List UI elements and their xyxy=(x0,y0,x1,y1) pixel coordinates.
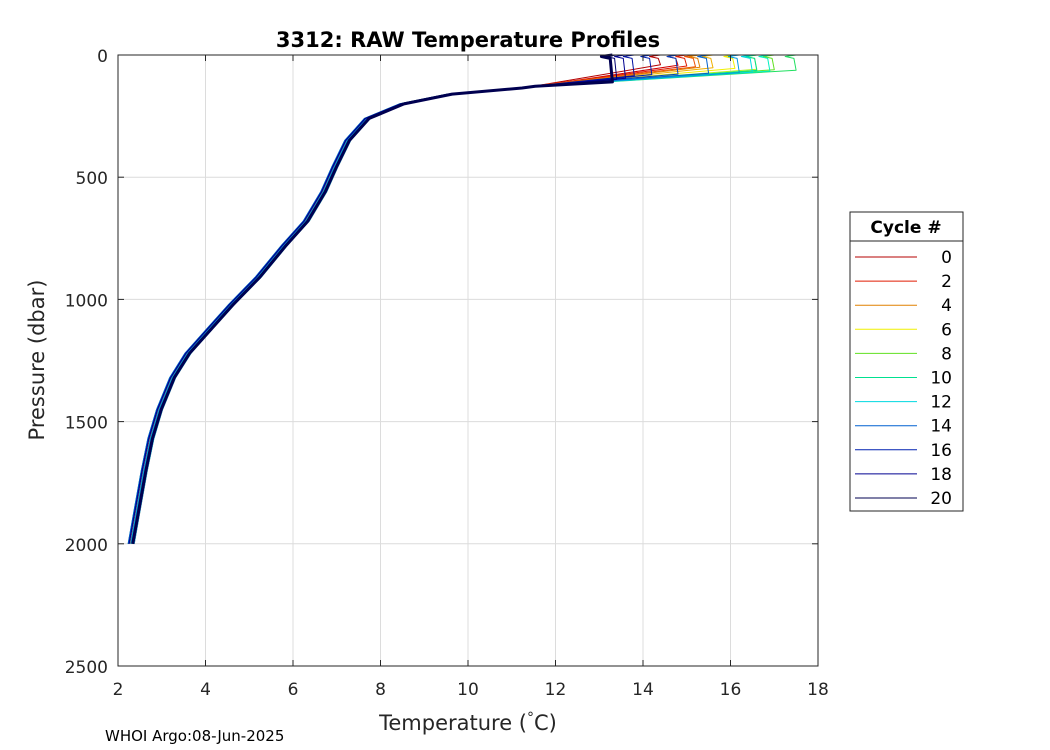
legend-label: 18 xyxy=(930,465,952,485)
legend-label: 4 xyxy=(941,296,952,316)
legend-box xyxy=(849,211,964,512)
y-tick-label: 2000 xyxy=(65,536,108,556)
grid-lines xyxy=(117,54,819,667)
legend-label: 10 xyxy=(930,369,952,389)
y-tick-label: 1500 xyxy=(65,414,108,434)
y-axis-label: Pressure (dbar) xyxy=(25,280,49,441)
legend-label: 2 xyxy=(941,272,952,292)
x-axis-label: Temperature (°C) xyxy=(378,710,557,735)
x-tick-label: 10 xyxy=(457,680,479,700)
chart-title: 3312: RAW Temperature Profiles xyxy=(276,28,660,52)
legend-label: 16 xyxy=(930,441,952,461)
legend-label: 20 xyxy=(930,489,952,509)
legend: Cycle # 0 2 4 6 8 10 12 14 16 18 20 xyxy=(849,211,964,512)
x-tick-label: 16 xyxy=(720,680,742,700)
y-tick-label: 2500 xyxy=(65,658,108,678)
profile-line xyxy=(131,53,614,545)
axis-ticks: 2 4 6 8 10 12 14 16 18 0 500 1000 1500 2000 2500 xyxy=(65,47,829,700)
legend-label: 14 xyxy=(930,417,952,437)
x-tick-label: 2 xyxy=(113,680,124,700)
y-tick-label: 0 xyxy=(97,47,108,67)
legend-items: 0 2 4 6 8 10 12 14 16 18 20 xyxy=(855,248,952,509)
x-tick-label: 6 xyxy=(288,680,299,700)
profile-lines xyxy=(127,53,797,545)
footer-stamp: WHOI Argo:08-Jun-2025 xyxy=(105,727,284,745)
legend-label: 8 xyxy=(941,344,952,364)
x-tick-label: 18 xyxy=(807,680,829,700)
legend-label: 0 xyxy=(941,248,952,268)
x-tick-label: 14 xyxy=(632,680,654,700)
x-tick-label: 12 xyxy=(545,680,567,700)
y-tick-label: 1000 xyxy=(65,291,108,311)
x-tick-label: 4 xyxy=(200,680,211,700)
x-tick-label: 8 xyxy=(375,680,386,700)
legend-label: 12 xyxy=(930,393,952,413)
y-tick-label: 500 xyxy=(76,169,108,189)
legend-title: Cycle # xyxy=(870,218,941,238)
legend-label: 6 xyxy=(941,320,952,340)
